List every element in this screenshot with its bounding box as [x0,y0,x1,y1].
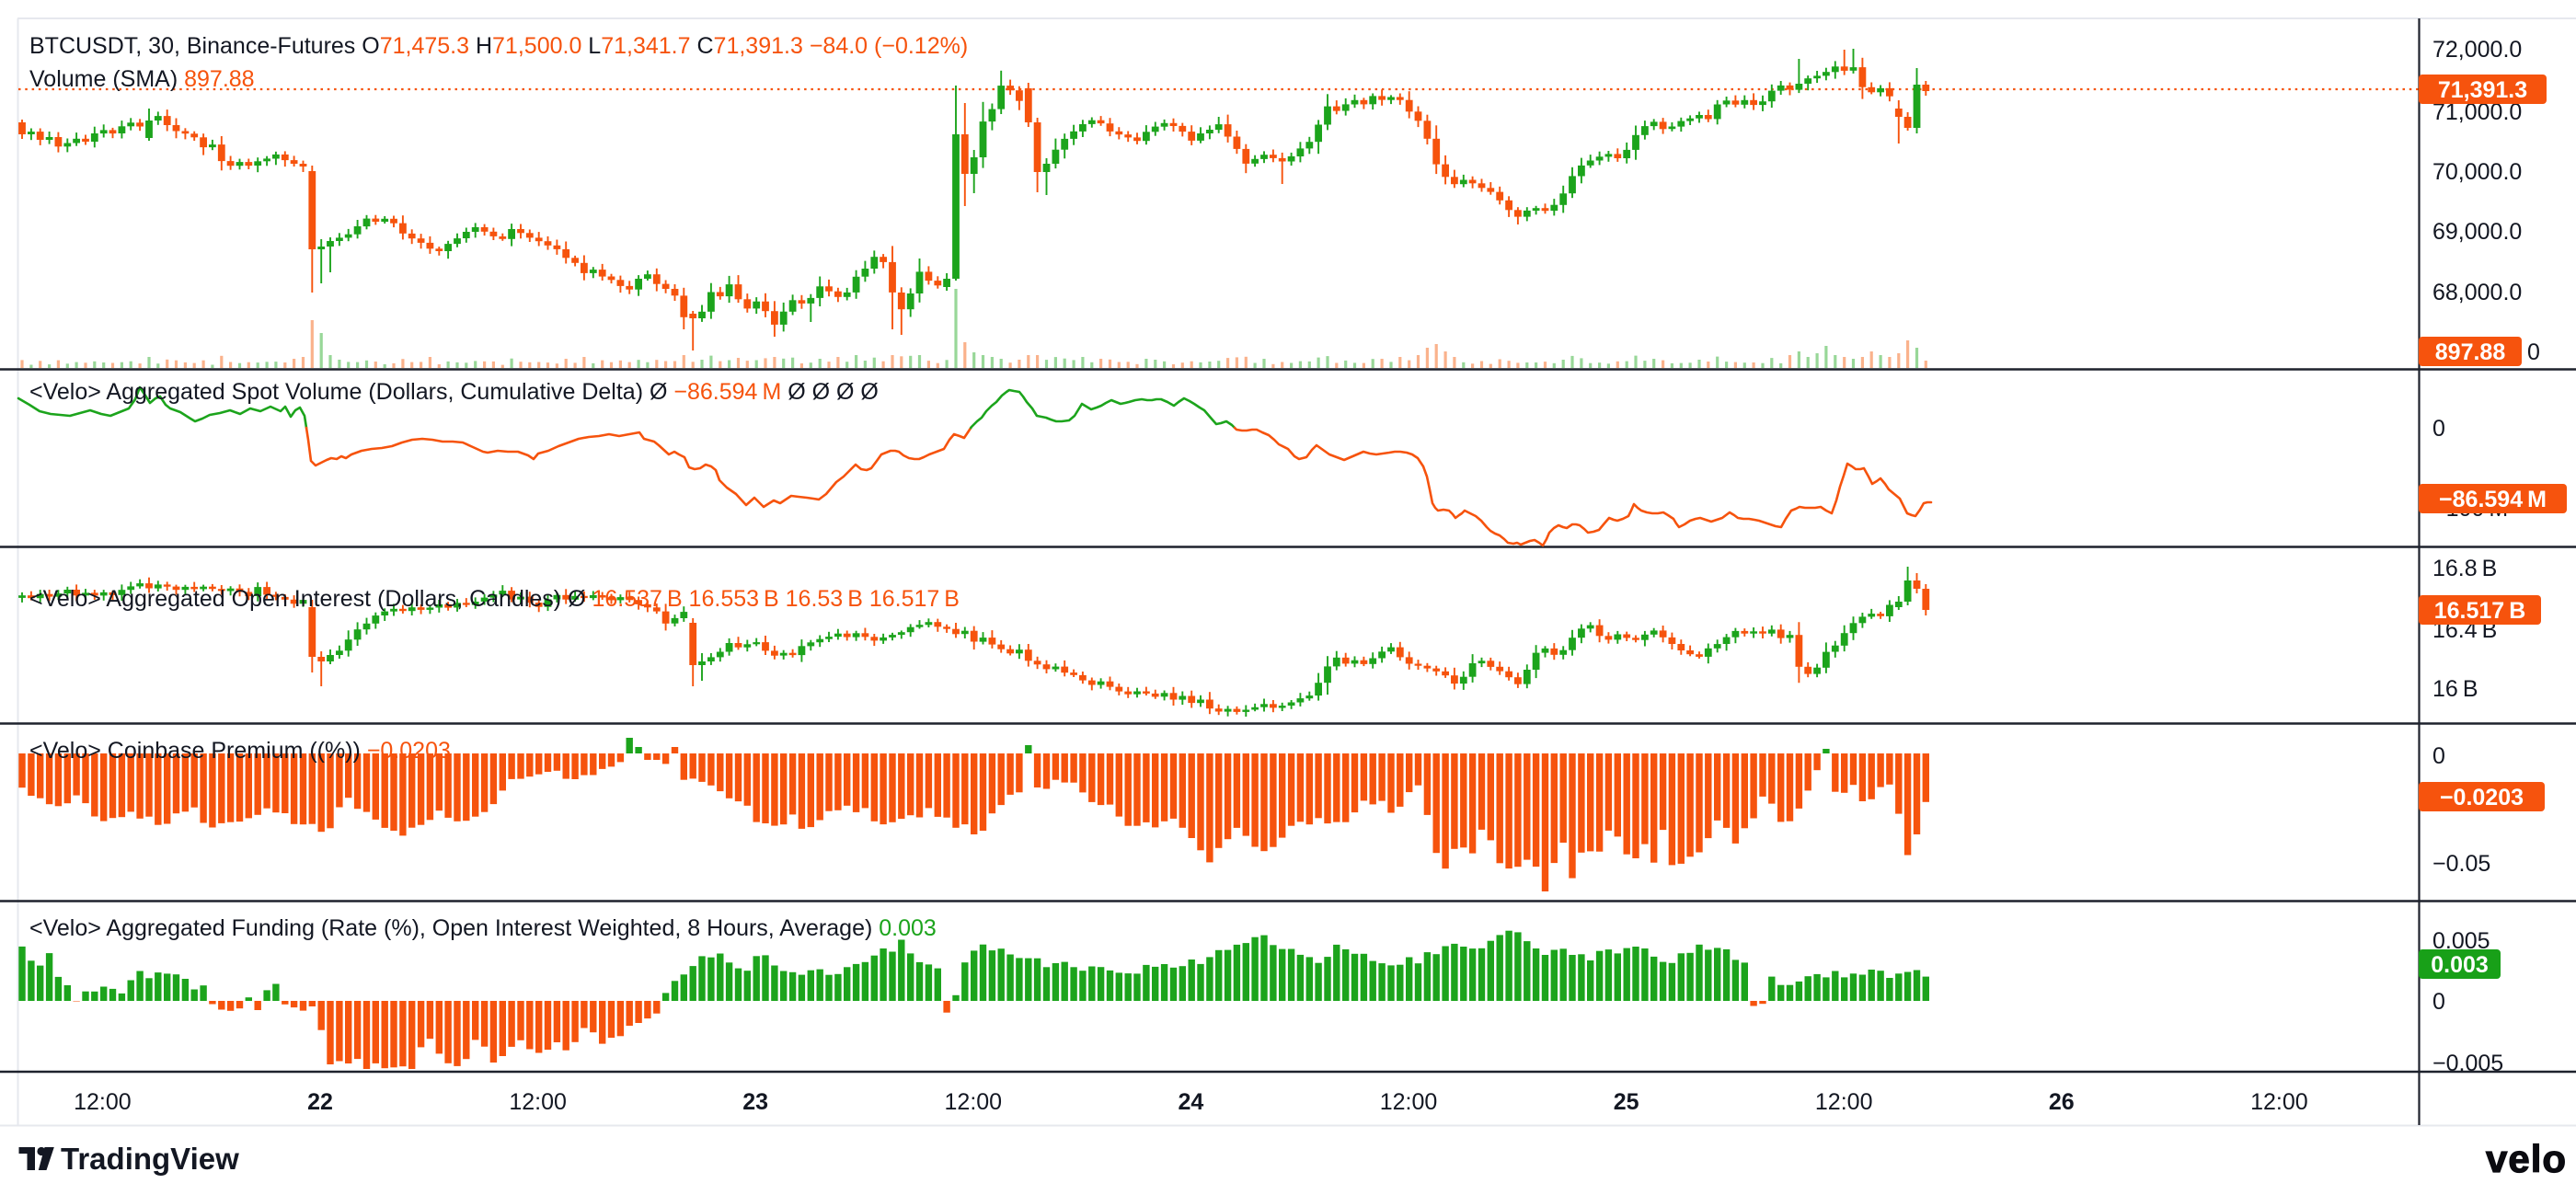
svg-text:<Velo> Aggregated Open Interes: <Velo> Aggregated Open Interest (Dollars… [29,586,960,612]
svg-text:26: 26 [2049,1089,2075,1115]
svg-text:25: 25 [1614,1089,1639,1115]
svg-text:16 B: 16 B [2432,676,2478,702]
svg-text:0: 0 [2432,416,2445,442]
svg-text:72,000.0: 72,000.0 [2432,37,2522,63]
svg-text:22: 22 [307,1089,333,1115]
svg-text:70,000.0: 70,000.0 [2432,159,2522,185]
svg-text:16.517 B: 16.517 B [2434,598,2526,624]
svg-text:897.88: 897.88 [2435,339,2506,365]
svg-text:0: 0 [2432,989,2445,1015]
svg-text:BTCUSDT, 30, Binance-Futures: BTCUSDT, 30, Binance-Futures O71,475.3 H… [29,33,968,59]
svg-text:24: 24 [1178,1089,1203,1115]
svg-text:12:00: 12:00 [74,1089,132,1115]
svg-text:velo: velo [2486,1137,2567,1180]
svg-text:−0.05: −0.05 [2432,851,2490,877]
svg-text:−0.005: −0.005 [2432,1051,2503,1076]
svg-text:12:00: 12:00 [1380,1089,1438,1115]
svg-text:−86.594 M: −86.594 M [2439,487,2547,512]
svg-text:<Velo> Aggregated Funding (Rat: <Velo> Aggregated Funding (Rate (%), Ope… [29,915,937,941]
svg-text:71,391.3: 71,391.3 [2438,77,2527,103]
svg-text:0.003: 0.003 [2431,952,2489,978]
svg-text:Volume (SMA) 897.88: Volume (SMA) 897.88 [29,66,255,92]
svg-text:16.8 B: 16.8 B [2432,556,2497,581]
svg-text:12:00: 12:00 [2250,1089,2308,1115]
svg-text:TradingView: TradingView [61,1142,239,1176]
svg-text:68,000.0: 68,000.0 [2432,280,2522,305]
svg-text:−0.0203: −0.0203 [2440,785,2524,810]
svg-text:69,000.0: 69,000.0 [2432,219,2522,245]
svg-text:12:00: 12:00 [509,1089,567,1115]
svg-text:<Velo> Coinbase Premium ((%)): <Velo> Coinbase Premium ((%)) −0.0203 [29,738,451,764]
svg-text:12:00: 12:00 [1815,1089,1873,1115]
svg-text:0: 0 [2527,339,2540,365]
svg-text:12:00: 12:00 [945,1089,1003,1115]
svg-text:0: 0 [2432,743,2445,769]
svg-text:<Velo> Aggregated Spot Volume: <Velo> Aggregated Spot Volume (Dollars, … [29,379,879,405]
svg-text:23: 23 [742,1089,768,1115]
